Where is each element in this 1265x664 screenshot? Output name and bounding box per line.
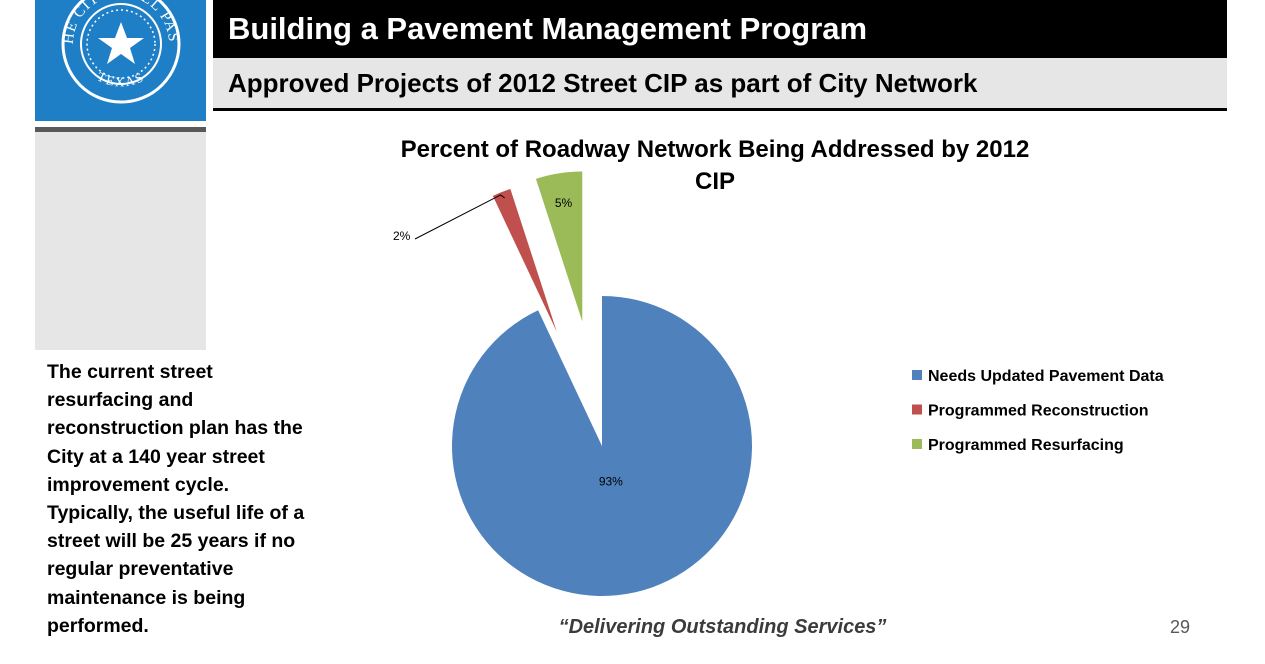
- side-gray-panel: [35, 132, 206, 350]
- slide-subtitle: Approved Projects of 2012 Street CIP as …: [213, 58, 1227, 108]
- legend-label-programmed-resurfacing: Programmed Resurfacing: [928, 437, 1124, 454]
- footer-tagline: “Delivering Outstanding Services”: [558, 616, 887, 638]
- legend-swatch-programmed-resurfacing: [912, 439, 922, 449]
- subtitle-underline: [213, 108, 1227, 111]
- pie-slice-programmed-reconstruction: [492, 188, 557, 332]
- chart-title-line-2: CIP: [694, 168, 735, 195]
- data-label-needs-updated-pavement-data: 93%: [599, 475, 623, 489]
- chart-title-line-1: Percent of Roadway Network Being Address…: [400, 136, 1030, 163]
- seal-divider: [35, 127, 206, 132]
- city-seal-logo: THE CITY OF EL PASO TEXAS: [29, 0, 181, 104]
- data-label-programmed-resurfacing: 5%: [555, 196, 573, 210]
- data-label-programmed-reconstruction: 2%: [393, 229, 411, 243]
- star-icon: [98, 22, 144, 64]
- pie-slice-needs-updated-pavement-data: [452, 296, 752, 596]
- legend-swatch-needs-updated-pavement-data: [912, 370, 922, 380]
- legend-label-programmed-reconstruction: Programmed Reconstruction: [928, 403, 1148, 420]
- pie-slice-programmed-resurfacing: [535, 171, 583, 322]
- slide-title: Building a Pavement Management Program: [213, 0, 1227, 58]
- legend-label-needs-updated-pavement-data: Needs Updated Pavement Data: [928, 368, 1164, 385]
- chart-title: Percent of Roadway Network Being Address…: [345, 134, 1085, 198]
- side-note: The current street resurfacing and recon…: [47, 361, 305, 637]
- svg-text:TEXAS: TEXAS: [95, 69, 147, 90]
- callout-line: [414, 194, 505, 240]
- city-seal-panel: THE CITY OF EL PASO TEXAS: [29, 0, 206, 121]
- page-number: 29: [1170, 617, 1191, 637]
- seal-text-bottom: TEXAS: [95, 69, 145, 90]
- legend-swatch-programmed-reconstruction: [912, 404, 922, 415]
